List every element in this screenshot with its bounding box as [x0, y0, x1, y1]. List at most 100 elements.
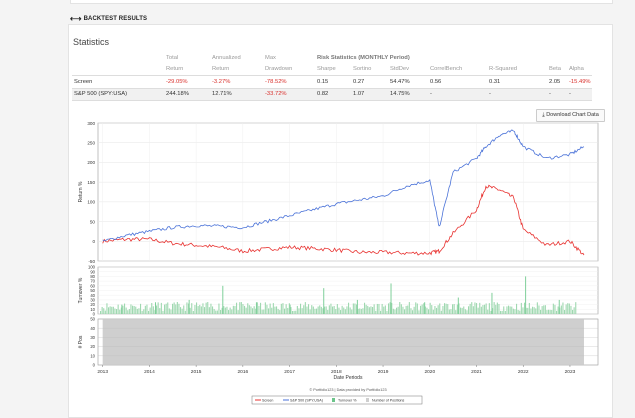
y-axis-label: # Pos: [78, 335, 84, 348]
turnover-bar: [479, 302, 481, 314]
turnover-bar: [244, 305, 246, 314]
turnover-bar: [245, 307, 247, 314]
turnover-bar: [183, 305, 185, 314]
turnover-bar: [108, 307, 110, 314]
turnover-bar: [156, 305, 158, 314]
turnover-bar: [378, 303, 380, 314]
y-tick-label: 10: [90, 353, 95, 358]
turnover-bar: [127, 310, 129, 314]
turnover-bar: [180, 307, 182, 314]
cell-annualized-return: 12.71%: [210, 87, 263, 101]
x-tick-label: 2016: [238, 369, 249, 375]
turnover-bar: [181, 308, 183, 314]
turnover-bar: [336, 304, 338, 314]
turnover-bar: [503, 306, 505, 314]
row-name: S&P 500 (SPY:USA): [72, 87, 164, 101]
turnover-bar: [480, 306, 482, 314]
expand-arrows-icon[interactable]: ⟷: [70, 14, 82, 23]
y-tick-label: 30: [90, 298, 95, 303]
turnover-bar: [535, 308, 537, 314]
turnover-bar: [242, 304, 244, 314]
download-chart-data-button[interactable]: ⤓ Download Chart Data: [536, 109, 605, 122]
turnover-bar: [520, 302, 522, 314]
turnover-bar: [484, 304, 486, 314]
turnover-spike: [525, 276, 527, 314]
turnover-bar: [248, 305, 250, 314]
turnover-bar: [356, 304, 358, 314]
turnover-bar: [416, 303, 418, 314]
turnover-bar: [218, 303, 220, 314]
legend-label[interactable]: S&P 500 (SPY:USA): [290, 399, 323, 403]
legend-label[interactable]: Number of Positions: [372, 399, 405, 403]
y-tick-label: 30: [90, 335, 95, 340]
turnover-bar: [216, 310, 218, 314]
positions-area: [102, 319, 584, 365]
x-tick-label: 2021: [471, 369, 482, 375]
turnover-bar: [199, 304, 201, 314]
turnover-bar: [408, 302, 410, 314]
legend-box: [251, 395, 423, 405]
turnover-bar: [413, 306, 415, 314]
turnover-bar: [109, 306, 111, 314]
turnover-bar: [543, 305, 545, 314]
col-header-max: Max: [265, 54, 276, 61]
backtest-results-header[interactable]: ⟷ BACKTEST RESULTS: [70, 14, 147, 23]
turnover-bar: [490, 310, 492, 314]
x-tick-label: 2015: [191, 369, 202, 375]
cell-rsquared: -: [487, 87, 547, 101]
x-tick-label: 2022: [518, 369, 529, 375]
turnover-bar: [564, 309, 566, 314]
turnover-bar: [184, 310, 186, 314]
turnover-bar: [314, 308, 316, 314]
turnover-bar: [375, 310, 377, 314]
cell-total-return: -29.05%: [164, 75, 210, 88]
turnover-bar: [492, 308, 494, 314]
turnover-bar: [290, 307, 292, 314]
turnover-bar: [565, 304, 567, 314]
turnover-bar: [172, 303, 174, 314]
legend-label[interactable]: Turnover %: [338, 399, 357, 403]
y-tick-label: 50: [90, 317, 95, 322]
turnover-bar: [316, 308, 318, 314]
turnover-bar: [372, 307, 374, 314]
spy-series-line: [102, 129, 585, 242]
turnover-bar: [135, 306, 137, 314]
turnover-bar: [136, 308, 138, 314]
turnover-bar: [389, 302, 391, 314]
turnover-bar: [482, 305, 484, 314]
turnover-bar: [471, 302, 473, 314]
x-tick-label: 2014: [144, 369, 155, 375]
turnover-bar: [354, 303, 356, 314]
cell-sharpe: 0.15: [315, 75, 351, 88]
col-header-stddev: StdDev: [390, 66, 410, 73]
col-header-correlbench: CorrelBench: [430, 66, 463, 73]
screen-series-line: [102, 184, 585, 256]
turnover-bar: [514, 309, 516, 314]
turnover-bar: [327, 309, 329, 314]
turnover-bar: [120, 307, 122, 314]
y-tick-label: 70: [90, 279, 95, 284]
returns-plot-area: [97, 122, 599, 262]
turnover-bar: [445, 303, 447, 314]
turnover-bar: [237, 310, 239, 314]
legend-label[interactable]: Screen: [262, 399, 273, 403]
turnover-bar: [192, 310, 194, 314]
turnover-bar: [232, 305, 234, 314]
table-header-row-top: Total Annualized Max Risk Statistics (MO…: [72, 52, 592, 64]
turnover-bar: [429, 302, 431, 314]
statistics-table: Total Annualized Max Risk Statistics (MO…: [72, 52, 592, 101]
turnover-bar: [540, 309, 542, 314]
y-tick-label: -50: [88, 259, 95, 264]
turnover-bar: [554, 304, 556, 314]
turnover-bar: [410, 308, 412, 314]
turnover-bar: [301, 308, 303, 314]
turnover-bar: [292, 310, 294, 314]
turnover-bar: [239, 302, 241, 314]
turnover-bar: [397, 306, 399, 314]
y-axis-label: Turnover %: [78, 277, 84, 303]
col-header-drawdown: Drawdown: [265, 66, 293, 73]
table-row-screen: Screen -29.05% -3.27% -78.52% 0.15 0.27 …: [72, 75, 592, 88]
x-axis-label: Date Periods: [334, 375, 363, 381]
turnover-bar: [300, 303, 302, 314]
